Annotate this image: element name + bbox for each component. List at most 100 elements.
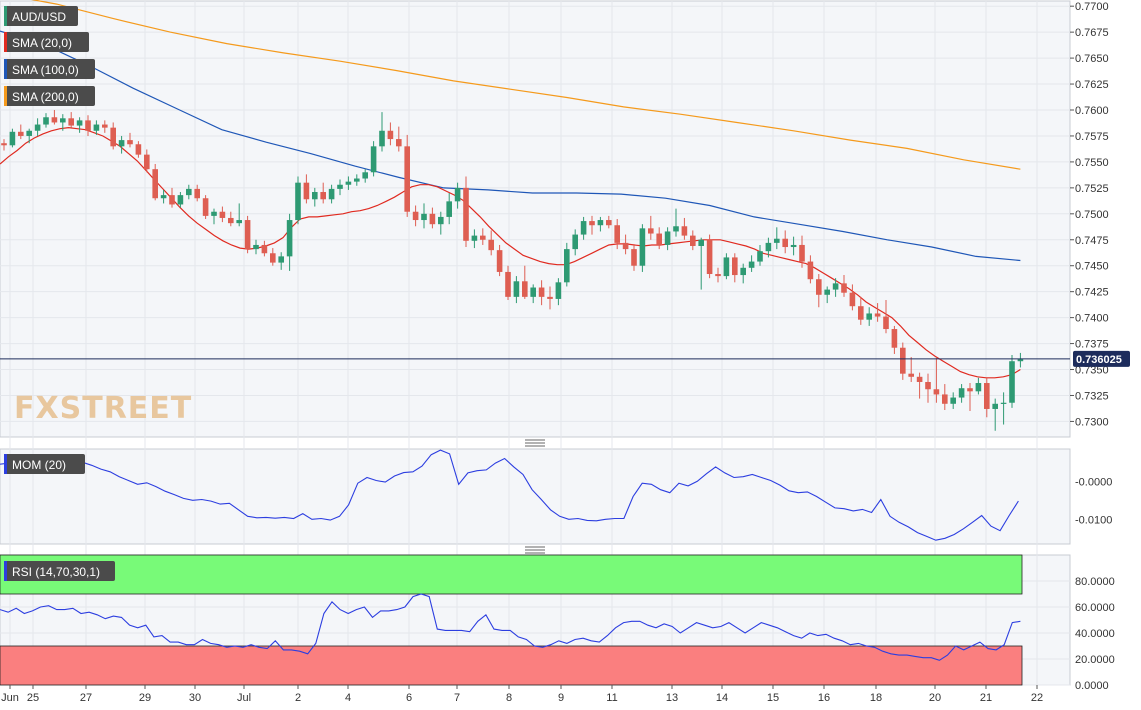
candle-body bbox=[186, 188, 192, 196]
candle-body bbox=[522, 281, 528, 297]
panel-resize-handle[interactable] bbox=[525, 546, 545, 554]
candle-body bbox=[958, 388, 965, 398]
candle-body bbox=[278, 256, 284, 263]
candle-body bbox=[555, 282, 562, 299]
candle-body bbox=[1017, 359, 1024, 362]
candle-body bbox=[9, 131, 16, 146]
candle-body bbox=[841, 283, 847, 293]
legend-mom-tag[interactable]: MOM (20) bbox=[4, 454, 85, 474]
candle-body bbox=[51, 117, 58, 123]
date-tick-label: 2 bbox=[295, 692, 301, 704]
sma-200-line bbox=[31, 0, 1021, 170]
candle-body bbox=[849, 292, 856, 307]
candle-body bbox=[362, 172, 368, 179]
date-tick-label: 18 bbox=[870, 692, 882, 704]
candle-body bbox=[681, 226, 688, 236]
candle-body bbox=[76, 120, 83, 126]
candle-body bbox=[68, 118, 74, 126]
candle-body bbox=[211, 211, 217, 216]
momentum-panel-background bbox=[0, 448, 1071, 545]
candle-body bbox=[118, 140, 125, 147]
candle-body bbox=[547, 296, 553, 299]
candle-body bbox=[429, 213, 436, 225]
date-tick-label: 27 bbox=[80, 692, 92, 704]
candle-body bbox=[110, 127, 116, 147]
candle-body bbox=[866, 313, 872, 320]
price-tick-label: 0.7350 bbox=[1075, 365, 1109, 377]
price-tick-label: 0.7375 bbox=[1075, 339, 1109, 351]
candle-body bbox=[757, 251, 763, 262]
candle-body bbox=[891, 329, 898, 348]
candle-body bbox=[790, 244, 797, 248]
candle-body bbox=[883, 316, 889, 330]
candle-body bbox=[270, 253, 276, 263]
legend-symbol-tag[interactable]: AUD/USD bbox=[4, 6, 78, 26]
candle-body bbox=[807, 261, 814, 280]
rsi-tick-label: 60.0000 bbox=[1075, 602, 1115, 614]
candle-body bbox=[160, 195, 167, 199]
price-tick-label: 0.7450 bbox=[1075, 261, 1109, 273]
date-tick-label: 20 bbox=[929, 692, 941, 704]
price-tick-label: 0.7500 bbox=[1075, 209, 1109, 221]
candle-body bbox=[463, 187, 469, 241]
candle-body bbox=[18, 131, 24, 136]
candle-body bbox=[513, 281, 520, 297]
candle-body bbox=[219, 211, 226, 218]
candle-body bbox=[446, 201, 452, 217]
price-tick-label: 0.7325 bbox=[1075, 390, 1109, 402]
candle-body bbox=[799, 244, 805, 262]
candle-body bbox=[1009, 361, 1015, 403]
legend-sma200-tag[interactable]: SMA (200,0) bbox=[4, 86, 95, 106]
candle-body bbox=[295, 182, 301, 221]
candle-body bbox=[354, 178, 360, 182]
legend-sma100-tag[interactable]: SMA (100,0) bbox=[4, 59, 95, 79]
date-tick-label: 13 bbox=[666, 692, 678, 704]
date-tick-label: 22 bbox=[1031, 692, 1043, 704]
candle-body bbox=[93, 124, 100, 131]
date-tick-label: 7 bbox=[454, 692, 460, 704]
momentum-axis: -0.0000 -0.0100 bbox=[1075, 476, 1112, 526]
candle-body bbox=[496, 250, 503, 272]
candle-body bbox=[261, 244, 268, 254]
candle-body bbox=[908, 373, 914, 377]
candle-body bbox=[942, 394, 948, 404]
candle-body bbox=[832, 283, 839, 290]
candle-body bbox=[370, 146, 377, 173]
candle-body bbox=[194, 188, 200, 199]
legend-rsi-tag[interactable]: RSI (14,70,30,1) bbox=[4, 561, 115, 581]
price-tick-label: 0.7675 bbox=[1075, 27, 1109, 39]
candle-body bbox=[412, 211, 419, 221]
candle-body bbox=[404, 146, 410, 212]
candle-body bbox=[43, 117, 49, 125]
date-tick-label: 29 bbox=[139, 692, 151, 704]
price-panel-background bbox=[0, 0, 1071, 438]
candle-body bbox=[328, 188, 335, 200]
date-tick-label: 6 bbox=[406, 692, 412, 704]
candle-body bbox=[244, 220, 251, 250]
rsi-tick-label: 0.0000 bbox=[1075, 680, 1109, 692]
candle-body bbox=[916, 376, 923, 382]
candle-body bbox=[858, 306, 864, 320]
date-axis: Jun 25 27 29 30 Jul 2 4 6 7 8 9 11 13 14 15 16 18 20 21 22 bbox=[1, 685, 1043, 704]
fxstreet-logo: FXSTREET bbox=[14, 391, 192, 426]
candle-body bbox=[505, 271, 511, 297]
candle-body bbox=[874, 313, 881, 317]
candle-body bbox=[664, 231, 671, 245]
candle-body bbox=[698, 239, 704, 246]
candle-body bbox=[732, 257, 738, 276]
legend-sma20-tag[interactable]: SMA (20,0) bbox=[4, 32, 89, 52]
price-tick-label: 0.7300 bbox=[1075, 416, 1109, 428]
price-tick-label: 0.7575 bbox=[1075, 131, 1109, 143]
price-tick-label: 0.7425 bbox=[1075, 287, 1109, 299]
price-tick-label: 0.7600 bbox=[1075, 105, 1109, 117]
candle-body bbox=[639, 228, 646, 266]
candle-body bbox=[824, 289, 830, 295]
panel-resize-handle[interactable] bbox=[525, 439, 545, 447]
rsi-tick-label: 20.0000 bbox=[1075, 654, 1115, 666]
candle-body bbox=[597, 220, 604, 226]
date-tick-label: 14 bbox=[716, 692, 728, 704]
date-tick-label: 16 bbox=[818, 692, 830, 704]
rsi-overbought-band bbox=[0, 554, 1023, 595]
candle-body bbox=[471, 235, 478, 241]
